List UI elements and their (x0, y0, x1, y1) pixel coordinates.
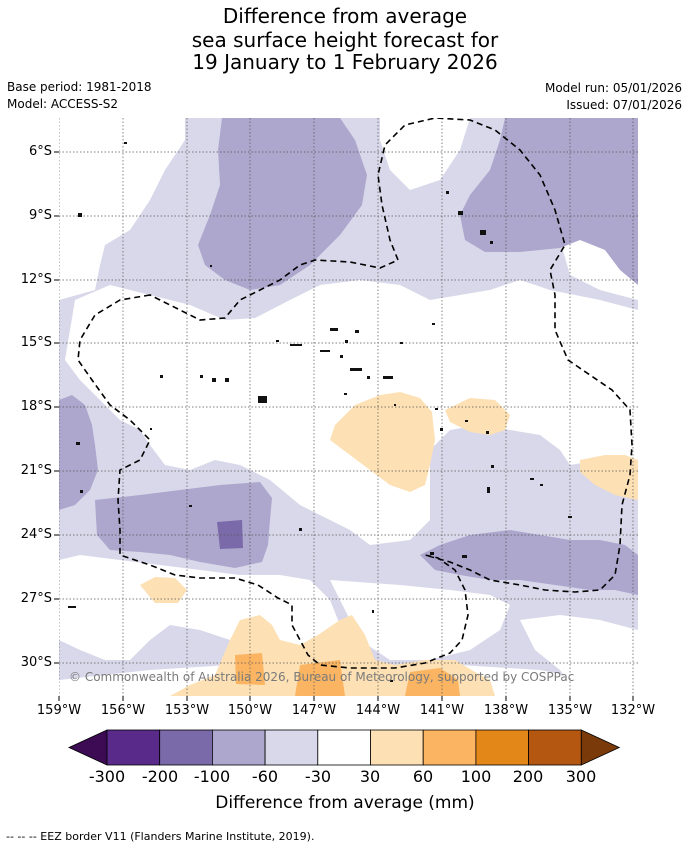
anomaly-mid-orange-3 (405, 668, 460, 696)
lon-label-144w: 144°W (355, 703, 401, 718)
base-period: Base period: 1981-2018 (7, 80, 152, 94)
colorbar-extend-high (580, 729, 621, 766)
lon-label-153w: 153°W (164, 703, 210, 718)
colorbar-tick-300: 300 (565, 767, 597, 786)
anomaly-purple-north-center (198, 118, 367, 290)
anomaly-orange-east (580, 455, 638, 500)
chart-title-line2: sea surface height forecast for (191, 28, 499, 52)
colorbar-segment-2 (159, 729, 213, 766)
anomaly-white-southeast (520, 615, 638, 696)
anomaly-purple-west (59, 395, 98, 510)
anomaly-purple-southeast (420, 530, 638, 595)
colorbar-segment-5 (317, 729, 371, 766)
colorbar-segment-4 (264, 729, 319, 766)
colorbar-segment-8 (475, 729, 529, 766)
lon-label-132w: 132°W (610, 703, 656, 718)
lat-label-30s: 30°S (20, 655, 52, 670)
islands (68, 142, 572, 682)
colorbar-tick-neg300: -300 (88, 767, 126, 786)
lon-label-141w: 141°W (419, 703, 465, 718)
colorbar-tick-60: 60 (412, 767, 434, 786)
anomaly-orange-southwest (140, 577, 187, 603)
lat-label-24s: 24°S (20, 527, 52, 542)
model-name: Model: ACCESS-S2 (7, 97, 119, 111)
eez-border (77, 118, 633, 669)
lat-label-18s: 18°S (20, 399, 52, 414)
lat-label-6s: 6°S (28, 144, 52, 159)
lat-label-27s: 27°S (20, 591, 52, 606)
colorbar-segment-7 (422, 729, 477, 766)
colorbar (68, 729, 621, 766)
chart-title-line3: 19 January to 1 February 2026 (192, 50, 498, 74)
colorbar-tick-30: 30 (359, 767, 381, 786)
lon-label-156w: 156°W (100, 703, 146, 718)
colorbar-tick-neg30: -30 (304, 767, 332, 786)
map-area (59, 118, 638, 696)
lat-label-12s: 12°S (20, 272, 52, 287)
eez-footnote: -- -- -- EEZ border V11 (Flanders Marine… (6, 830, 315, 843)
anomaly-purple-northeast (460, 118, 638, 285)
colorbar-title: Difference from average (mm) (215, 793, 475, 813)
lat-label-21s: 21°S (20, 463, 52, 478)
chart-title-line1: Difference from average (222, 4, 468, 28)
anomaly-mid-orange-2 (295, 660, 345, 696)
lon-label-135w: 135°W (547, 703, 593, 718)
colorbar-tick-neg200: -200 (141, 767, 179, 786)
lat-label-15s: 15°S (20, 335, 52, 350)
colorbar-segment-1 (106, 729, 161, 766)
model-run: Model run: 05/01/2026 (544, 81, 682, 95)
colorbar-extend-low (68, 729, 108, 766)
anomaly-white-north (59, 118, 185, 300)
colorbar-tick-100: 100 (460, 767, 492, 786)
colorbar-segment-9 (528, 729, 582, 766)
anomaly-orange-central (330, 392, 435, 492)
lon-label-150w: 150°W (227, 703, 273, 718)
anomaly-dark-purple-patch (217, 520, 243, 549)
anomaly-white-south-center (330, 580, 510, 660)
lon-label-147w: 147°W (291, 703, 337, 718)
colorbar-tick-neg60: -60 (251, 767, 279, 786)
anomaly-white-northeast (380, 118, 470, 190)
lon-label-159w: 159°W (36, 703, 82, 718)
colorbar-tick-200: 200 (512, 767, 544, 786)
colorbar-tick-neg100: -100 (193, 767, 231, 786)
lon-label-138w: 138°W (483, 703, 529, 718)
colorbar-segment-3 (211, 729, 266, 766)
axis-ticks (54, 151, 634, 701)
lat-label-9s: 9°S (28, 208, 52, 223)
copyright-notice: © Commonwealth of Australia 2026, Bureau… (69, 670, 575, 684)
issued-date: Issued: 07/01/2026 (566, 98, 682, 112)
colorbar-segment-6 (370, 729, 424, 766)
